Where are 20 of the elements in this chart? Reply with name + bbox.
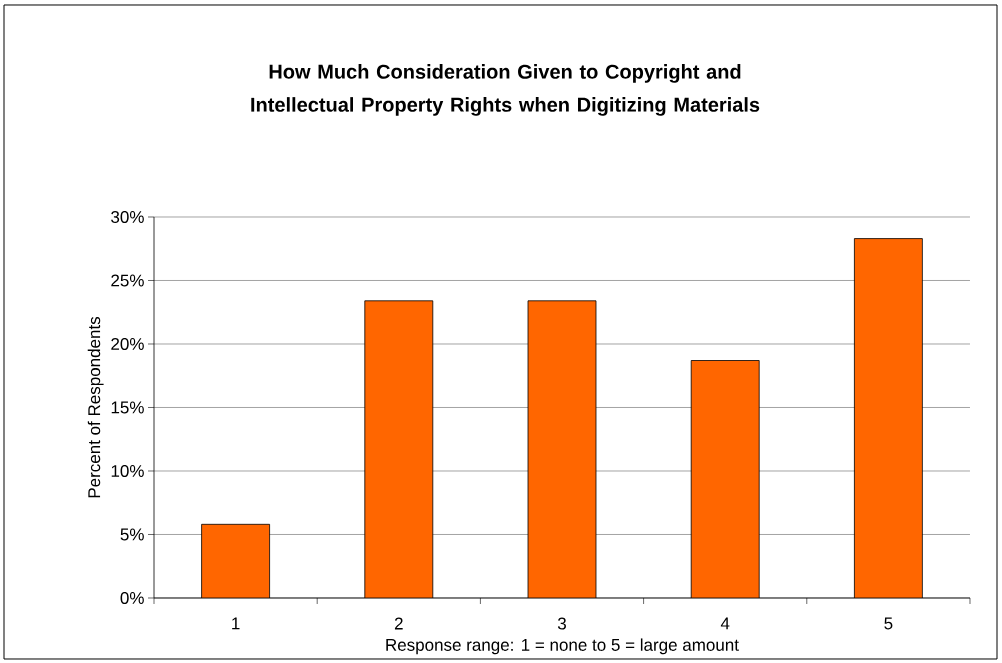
x-tick-label: 5: [884, 617, 893, 630]
y-axis-title: Percent of Respondents: [87, 316, 104, 498]
x-tick-label: 4: [720, 617, 730, 630]
y-tick-label: 25%: [111, 274, 144, 287]
x-tick-label: 2: [394, 617, 403, 630]
bar: [364, 300, 433, 598]
y-tick-label: 0%: [120, 591, 144, 605]
y-tick-label: 15%: [111, 401, 144, 414]
y-tick-label: 30%: [111, 210, 144, 224]
bar: [691, 360, 760, 598]
bar: [528, 300, 596, 598]
y-tick-label: 5%: [120, 528, 144, 541]
bar: [201, 524, 270, 598]
chart-title: How Much Consideration Given to Copyright and Intellectual Property Rights when Digitizing Materials: [251, 64, 760, 116]
x-tick-label: 1: [232, 617, 240, 630]
y-tick-label: 10%: [111, 464, 144, 478]
y-tick-label: 20%: [111, 337, 144, 351]
x-tick-label: 3: [557, 617, 566, 630]
x-axis-title: Response range: 1 = none to 5 = large amount: [386, 638, 739, 655]
bar: [854, 238, 923, 598]
